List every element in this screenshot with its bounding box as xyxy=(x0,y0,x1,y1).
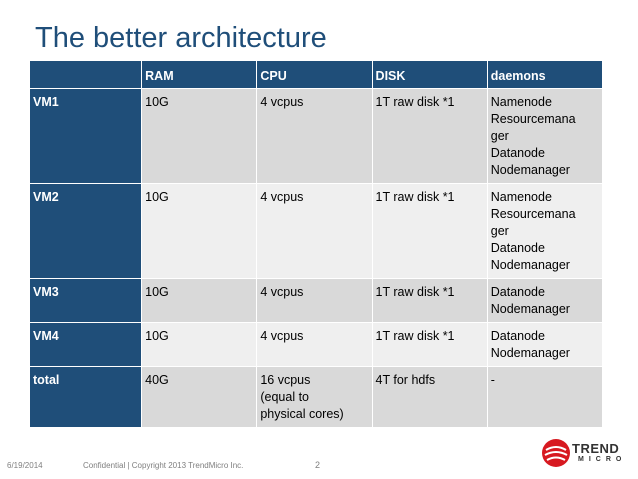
header-corner-cell xyxy=(28,60,143,89)
table-header-row: RAM CPU DISK daemons xyxy=(28,60,604,89)
daemons-cell: Namenode Resourcemana ger Datanode Nodem… xyxy=(486,183,604,279)
logo-subword: MICRO xyxy=(578,456,627,463)
daemon-line: Nodemanager xyxy=(490,302,570,316)
daemon-line: Nodemanager xyxy=(490,258,570,272)
footer-confidential: Confidential | Copyright 2013 TrendMicro… xyxy=(83,461,244,470)
row-label: total xyxy=(28,366,143,428)
daemons-cell: Namenode Resourcemana ger Datanode Nodem… xyxy=(486,88,604,184)
cpu-line: (equal to xyxy=(260,390,309,404)
daemon-line: Resourcemana xyxy=(490,207,576,221)
disk-cell: 1T raw disk *1 xyxy=(371,88,488,184)
disk-cell: 1T raw disk *1 xyxy=(371,278,488,323)
logo-wordmark: TREND xyxy=(572,441,620,456)
daemon-line: Datanode xyxy=(490,146,545,160)
page-number: 2 xyxy=(315,460,321,470)
cpu-cell: 16 vcpus (equal to physical cores) xyxy=(256,366,373,428)
header-cpu: CPU xyxy=(256,60,373,89)
cpu-cell: 4 vcpus xyxy=(256,183,373,279)
daemons-cell: - xyxy=(486,366,604,428)
table-row: VM2 10G 4 vcpus 1T raw disk *1 Namenode … xyxy=(28,183,604,279)
daemon-line: Nodemanager xyxy=(490,346,570,360)
row-label: VM2 xyxy=(28,183,143,279)
table-row: total 40G 16 vcpus (equal to physical co… xyxy=(28,366,604,428)
footer-date: 6/19/2014 xyxy=(7,461,43,470)
header-disk: DISK xyxy=(371,60,488,89)
ram-cell: 10G xyxy=(141,88,258,184)
disk-cell: 1T raw disk *1 xyxy=(371,183,488,279)
ram-cell: 10G xyxy=(141,322,258,367)
daemon-line: ger xyxy=(490,129,509,143)
row-label: VM1 xyxy=(28,88,143,184)
disk-cell: 4T for hdfs xyxy=(371,366,488,428)
daemon-line: Namenode xyxy=(490,190,552,204)
slide-title: The better architecture xyxy=(35,22,327,54)
cpu-line: physical cores) xyxy=(260,407,344,421)
table-row: VM1 10G 4 vcpus 1T raw disk *1 Namenode … xyxy=(28,88,604,184)
ram-cell: 10G xyxy=(141,183,258,279)
row-label: VM3 xyxy=(28,278,143,323)
ram-cell: 40G xyxy=(141,366,258,428)
header-ram: RAM xyxy=(141,60,258,89)
cpu-line: 16 vcpus xyxy=(260,373,311,387)
architecture-table: RAM CPU DISK daemons VM1 10G 4 vcpus 1T … xyxy=(28,60,604,428)
table-row: VM3 10G 4 vcpus 1T raw disk *1 Datanode … xyxy=(28,278,604,323)
disk-cell: 1T raw disk *1 xyxy=(371,322,488,367)
row-label: VM4 xyxy=(28,322,143,367)
daemon-line: Namenode xyxy=(490,95,552,109)
daemon-line: Resourcemana xyxy=(490,112,576,126)
daemon-line: Datanode xyxy=(490,241,545,255)
trend-micro-ball-icon xyxy=(542,439,570,467)
daemon-line: ger xyxy=(490,224,509,238)
daemons-cell: Datanode Nodemanager xyxy=(486,322,604,367)
daemon-line: Datanode xyxy=(490,329,545,343)
daemons-cell: Datanode Nodemanager xyxy=(486,278,604,323)
header-daemons: daemons xyxy=(486,60,604,89)
table-row: VM4 10G 4 vcpus 1T raw disk *1 Datanode … xyxy=(28,322,604,367)
daemon-line: - xyxy=(490,373,495,387)
cpu-cell: 4 vcpus xyxy=(256,88,373,184)
cpu-cell: 4 vcpus xyxy=(256,278,373,323)
daemon-line: Nodemanager xyxy=(490,163,570,177)
daemon-line: Datanode xyxy=(490,285,545,299)
cpu-cell: 4 vcpus xyxy=(256,322,373,367)
ram-cell: 10G xyxy=(141,278,258,323)
